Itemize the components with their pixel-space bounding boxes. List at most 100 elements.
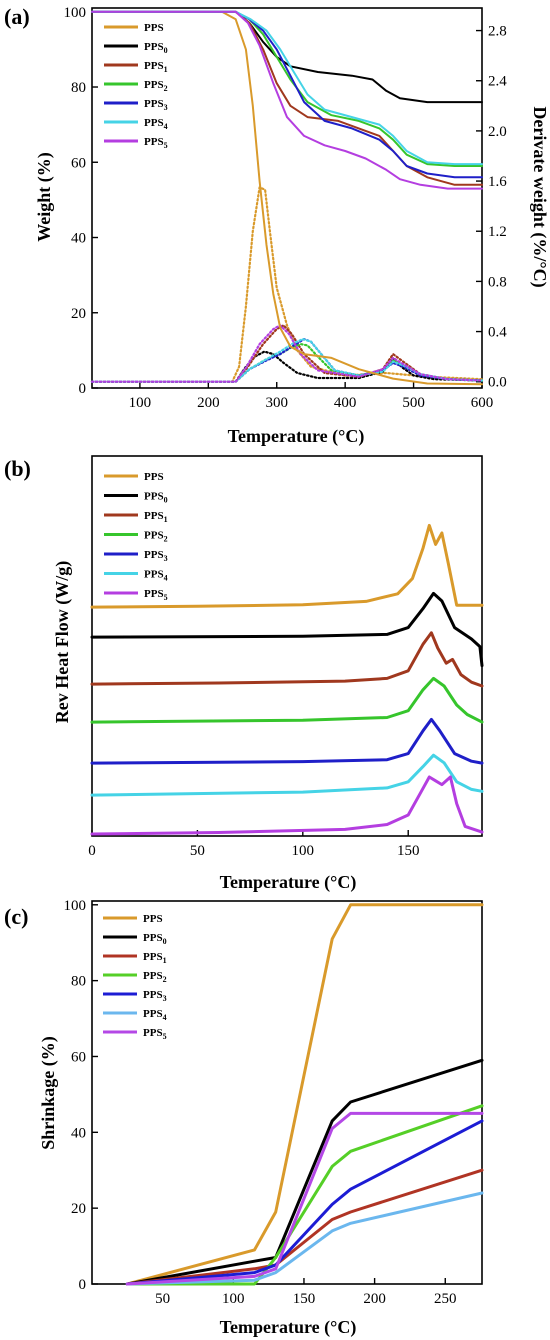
panel-c-line-0 xyxy=(125,903,484,1286)
panel-a-legend-sub-6: 5 xyxy=(164,141,168,150)
panel-b-legend-sub-5: 4 xyxy=(164,574,168,583)
panel-b-x-axis-title: Temperature (°C) xyxy=(220,872,357,893)
panel-a-label: (a) xyxy=(4,4,30,29)
panel-c-line-3 xyxy=(125,1104,484,1286)
panel-a-y2-tick-label-1: 0.4 xyxy=(488,325,507,341)
panel-c-legend-sub-4: 3 xyxy=(163,994,167,1003)
panel-b-x-tick-label-3: 150 xyxy=(397,843,420,859)
panel-b-y-axis-title: Rev Heat Flow (W/g) xyxy=(52,561,73,723)
panel-a-weight-line-2 xyxy=(91,10,483,186)
panel-c-x-tick-label-2: 150 xyxy=(293,1291,316,1307)
panel-c-legend-base-3: PPS xyxy=(143,970,163,982)
panel-c-y-tick-label-2: 40 xyxy=(71,1125,86,1141)
panel-c-legend-label-6: PPS5 xyxy=(143,1027,167,1041)
panel-a-legend-label-4: PPS3 xyxy=(144,98,168,112)
panel-a-legend-base-4: PPS xyxy=(144,98,164,110)
panel-b-legend-base-2: PPS xyxy=(144,510,164,522)
panel-c: (c) Temperature (°C) Shrinkage (%) 50 100… xyxy=(4,898,484,1338)
panel-c-x-tick-label-1: 100 xyxy=(222,1291,245,1307)
panel-c-x-tick-label-0: 50 xyxy=(155,1291,170,1307)
panel-a-y-axis-title: Weight (%) xyxy=(34,152,55,242)
panel-a-y-tick-label-0: 0 xyxy=(79,381,87,397)
panel-c-legend-label-0: PPS xyxy=(143,913,163,925)
panel-b-legend-base-3: PPS xyxy=(144,530,164,542)
panel-a-legend-label-0: PPS xyxy=(144,22,164,34)
panel-b: (b) Temperature (°C) Rev Heat Flow (W/g)… xyxy=(4,455,484,893)
panel-b-legend-base-1: PPS xyxy=(144,491,164,503)
panel-a-legend-label-5: PPS4 xyxy=(144,117,168,131)
panel-c-legend-base-4: PPS xyxy=(143,989,163,1001)
panel-a-y2-tick-label-4: 1.6 xyxy=(488,174,507,190)
panel-c-legend-sub-5: 4 xyxy=(163,1013,167,1022)
panel-c-y-tick-label-0: 0 xyxy=(79,1277,87,1293)
panel-a-legend-base-1: PPS xyxy=(144,41,164,53)
panel-b-label: (b) xyxy=(4,456,31,481)
panel-a-legend-sub-1: 0 xyxy=(164,46,168,55)
panel-a-y2-tick-label-2: 0.8 xyxy=(488,274,507,290)
panel-b-x-tick-label-1: 50 xyxy=(190,843,205,859)
panel-a-legend-base-3: PPS xyxy=(144,79,164,91)
panel-c-x-axis-title: Temperature (°C) xyxy=(220,1317,357,1338)
panel-b-legend-sub-6: 5 xyxy=(164,593,168,602)
panel-a-deriv-line-2 xyxy=(90,324,484,383)
panel-b-legend-sub-3: 2 xyxy=(164,535,168,544)
panel-c-legend-label-4: PPS3 xyxy=(143,989,167,1003)
panel-b-line-4 xyxy=(90,717,484,765)
panel-b-legend-label-2: PPS1 xyxy=(144,510,168,524)
panel-c-line-6 xyxy=(125,1111,484,1286)
panel-a-legend-label-3: PPS2 xyxy=(144,79,168,93)
panel-b-x-tick-label-0: 0 xyxy=(88,843,96,859)
panel-a-y2-axis-title: Derivate weight (%/°C) xyxy=(529,106,550,287)
panel-b-legend-label-6: PPS5 xyxy=(144,588,168,602)
panel-c-legend-sub-1: 0 xyxy=(163,937,167,946)
panel-a-deriv-line-0 xyxy=(90,186,484,383)
panel-a-legend-label-6: PPS5 xyxy=(144,136,168,150)
panel-c-label: (c) xyxy=(4,904,28,929)
panel-a-y-tick-label-1: 20 xyxy=(71,306,86,322)
panel-c-legend-base-0: PPS xyxy=(143,913,163,925)
panel-a-weight-line-5 xyxy=(91,10,483,166)
panel-c-line-5 xyxy=(125,1191,484,1286)
panel-b-legend-base-5: PPS xyxy=(144,569,164,581)
panel-b-line-0 xyxy=(90,523,484,609)
panel-a-deriv-line-1 xyxy=(90,350,484,383)
panel-a-legend-sub-4: 3 xyxy=(164,103,168,112)
panel-a-weight-line-4 xyxy=(91,10,483,179)
panel-a-legend-base-2: PPS xyxy=(144,60,164,72)
panel-a-x-tick-label-0: 100 xyxy=(129,395,152,411)
panel-b-legend-sub-1: 0 xyxy=(164,496,168,505)
panel-a: (a) Temperature (°C) Weight (%) Derivate… xyxy=(4,4,550,447)
panel-c-legend-base-5: PPS xyxy=(143,1008,163,1020)
panel-c-frame xyxy=(91,900,483,1285)
panel-a-legend-label-2: PPS1 xyxy=(144,60,168,74)
panel-b-legend-label-3: PPS2 xyxy=(144,530,168,544)
panel-a-x-tick-label-5: 600 xyxy=(471,395,494,411)
panel-b-legend-base-0: PPS xyxy=(144,471,164,483)
panel-b-legend-label-0: PPS xyxy=(144,471,164,483)
panel-c-y-tick-label-3: 60 xyxy=(71,1049,86,1065)
panel-a-x-tick-label-1: 200 xyxy=(197,395,220,411)
panel-c-legend-label-1: PPS0 xyxy=(143,932,167,946)
panel-b-line-1 xyxy=(90,591,484,668)
panel-c-legend-label-3: PPS2 xyxy=(143,970,167,984)
panel-b-legend-base-4: PPS xyxy=(144,549,164,561)
panel-a-legend-sub-5: 4 xyxy=(164,122,168,131)
panel-c-y-tick-label-1: 20 xyxy=(71,1201,86,1217)
panel-a-y2-tick-label-5: 2.0 xyxy=(488,124,507,140)
panel-c-y-tick-label-4: 80 xyxy=(71,974,86,990)
panel-b-line-3 xyxy=(90,676,484,724)
panel-a-legend-base-0: PPS xyxy=(144,22,164,34)
panel-b-legend-base-6: PPS xyxy=(144,588,164,600)
panel-c-legend-label-2: PPS1 xyxy=(143,951,167,965)
panel-a-legend-sub-3: 2 xyxy=(164,84,168,93)
panel-b-frame xyxy=(91,455,483,837)
panel-a-x-tick-label-2: 300 xyxy=(265,395,288,411)
panel-c-line-2 xyxy=(125,1168,484,1286)
panel-a-frame xyxy=(91,7,483,389)
panel-b-legend-label-1: PPS0 xyxy=(144,491,168,505)
panel-c-legend-base-6: PPS xyxy=(143,1027,163,1039)
panel-a-y-tick-label-5: 100 xyxy=(64,5,87,21)
panel-a-y2-tick-label-7: 2.8 xyxy=(488,24,507,40)
panel-b-legend-label-4: PPS3 xyxy=(144,549,168,563)
panel-a-y-tick-label-2: 40 xyxy=(71,231,86,247)
